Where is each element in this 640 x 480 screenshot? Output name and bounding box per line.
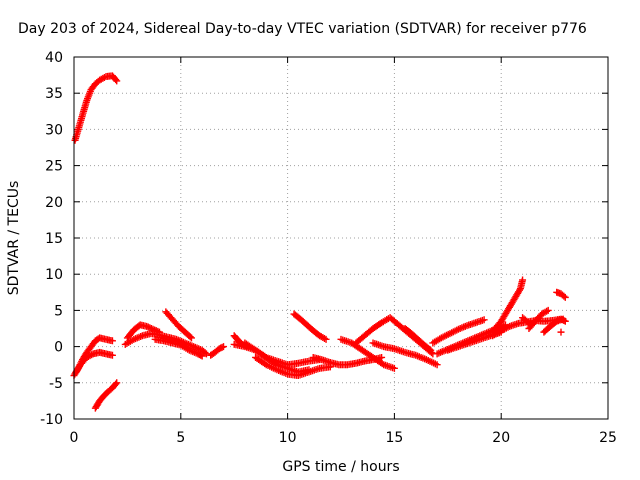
y-tick-label: 40	[45, 50, 63, 66]
data-point	[186, 333, 194, 341]
data-point	[425, 345, 433, 353]
data-point	[516, 286, 524, 294]
y-tick-labels: -10 -5 0 5 10 15 20 25 30 35 40	[40, 50, 63, 428]
series-arc-21	[429, 316, 488, 347]
series-arc-14	[290, 310, 330, 343]
data-point	[526, 320, 534, 328]
data-point	[146, 324, 154, 332]
x-tick-label: 0	[70, 430, 79, 446]
data-point	[557, 328, 565, 336]
data-point	[559, 315, 567, 323]
y-tick-label: -10	[40, 412, 63, 428]
data-point	[519, 276, 527, 284]
y-tick-label: 30	[45, 122, 63, 138]
data-point	[427, 346, 435, 354]
data-point	[113, 77, 121, 85]
data-point	[112, 76, 120, 84]
data-points	[70, 72, 569, 412]
y-tick-label: -5	[49, 376, 63, 392]
series-arc-13	[252, 353, 334, 380]
y-tick-label: 0	[54, 340, 63, 356]
data-point	[560, 292, 568, 300]
data-point	[113, 379, 121, 387]
data-point	[218, 343, 226, 351]
data-point	[108, 337, 116, 345]
series-arc-27	[540, 315, 567, 336]
series-arc-15	[309, 353, 386, 369]
series-arc-23	[491, 276, 527, 332]
axis-ticks	[73, 56, 609, 420]
data-point	[378, 353, 386, 361]
x-tick-label: 10	[279, 430, 297, 446]
data-point	[144, 323, 152, 331]
series-arc-7	[162, 308, 195, 342]
data-point	[197, 351, 205, 359]
data-point	[390, 364, 398, 372]
y-tick-label: 5	[54, 303, 63, 319]
grid-lines	[74, 57, 608, 419]
data-point	[544, 306, 552, 314]
x-tick-label: 20	[492, 430, 510, 446]
data-point	[88, 351, 96, 359]
x-axis-label: GPS time / hours	[282, 459, 399, 475]
data-point	[433, 361, 441, 369]
data-point	[320, 334, 328, 342]
y-tick-label: 25	[45, 159, 63, 175]
data-point	[220, 343, 228, 351]
series-arc-28	[519, 314, 535, 329]
y-tick-label: 10	[45, 267, 63, 283]
y-tick-label: 20	[45, 195, 63, 211]
data-point	[543, 307, 551, 315]
series-arc-4	[91, 379, 121, 412]
series-arc-16	[337, 335, 398, 372]
x-tick-label: 25	[599, 430, 617, 446]
y-tick-label: 35	[45, 86, 63, 102]
data-point	[112, 380, 120, 388]
series-arc-1	[71, 72, 121, 144]
series-arc-8	[151, 335, 206, 360]
data-point	[527, 321, 535, 329]
series-arc-26	[553, 288, 569, 301]
data-point	[187, 334, 195, 342]
data-point	[198, 352, 206, 360]
chart-title: Day 203 of 2024, Sidereal Day-to-day VTE…	[18, 21, 587, 37]
data-point	[561, 293, 569, 301]
series-arc-3	[72, 348, 116, 376]
plot-frame	[73, 56, 609, 420]
x-tick-labels: 0 5 10 15 20 25	[70, 430, 617, 446]
x-tick-label: 5	[176, 430, 185, 446]
y-tick-label: 15	[45, 231, 63, 247]
data-point	[143, 322, 151, 330]
data-point	[108, 351, 116, 359]
data-point	[480, 316, 488, 324]
data-point	[322, 335, 330, 343]
series-arc-18	[369, 339, 441, 369]
x-tick-label: 15	[385, 430, 403, 446]
series-arc-29	[557, 328, 565, 336]
y-axis-label: SDTVAR / TECUs	[6, 181, 22, 296]
series-arc-9	[207, 343, 228, 359]
series-arc-19	[401, 325, 435, 354]
data-point	[100, 73, 108, 81]
